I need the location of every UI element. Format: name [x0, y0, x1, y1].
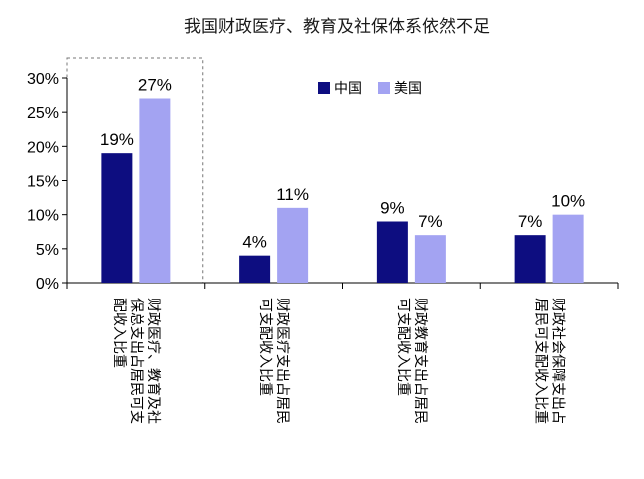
data-label: 7% [418, 212, 443, 231]
category-label: 财政医疗支出占居民 [274, 298, 290, 424]
y-tick-label: 5% [36, 242, 59, 259]
data-label: 19% [100, 130, 134, 149]
y-tick-label: 30% [27, 71, 59, 88]
y-tick-label: 25% [27, 105, 59, 122]
data-label: 11% [276, 185, 309, 204]
data-label: 9% [380, 199, 405, 218]
bar-china [376, 221, 408, 283]
bar-usa [552, 214, 584, 283]
data-label: 7% [518, 212, 543, 231]
y-tick-label: 0% [36, 276, 59, 293]
category-label: 可支配收入比重 [257, 298, 273, 396]
category-label: 财政教育支出占居民 [412, 298, 428, 424]
bar-china [514, 235, 546, 283]
legend-label: 中国 [334, 81, 362, 97]
chart-title: 我国财政医疗、教育及社保体系依然不足 [184, 17, 490, 37]
highlight-box [66, 57, 204, 284]
bar-usa [139, 98, 171, 283]
data-label: 10% [551, 192, 585, 211]
category-label: 居民可支配收入比重 [533, 298, 549, 424]
data-label: 27% [138, 76, 172, 95]
y-tick-label: 20% [27, 139, 59, 156]
y-tick-label: 15% [27, 174, 59, 191]
category-label: 保总支出占居民可支 [128, 298, 144, 424]
legend-label: 美国 [394, 81, 422, 97]
y-tick-label: 10% [27, 208, 59, 225]
category-label: 财政社会保障支出占 [550, 298, 566, 424]
data-label: 4% [242, 233, 267, 252]
category-label: 可支配收入比重 [395, 298, 411, 396]
bar-china [101, 153, 133, 283]
bar-china [239, 255, 271, 283]
category-label: 财政医疗、教育及社 [145, 298, 161, 424]
bar-usa [277, 207, 309, 283]
category-label: 配收入比重 [111, 298, 127, 368]
legend-swatch-usa [378, 82, 390, 94]
bar-usa [414, 235, 446, 283]
legend-swatch-china [318, 82, 330, 94]
